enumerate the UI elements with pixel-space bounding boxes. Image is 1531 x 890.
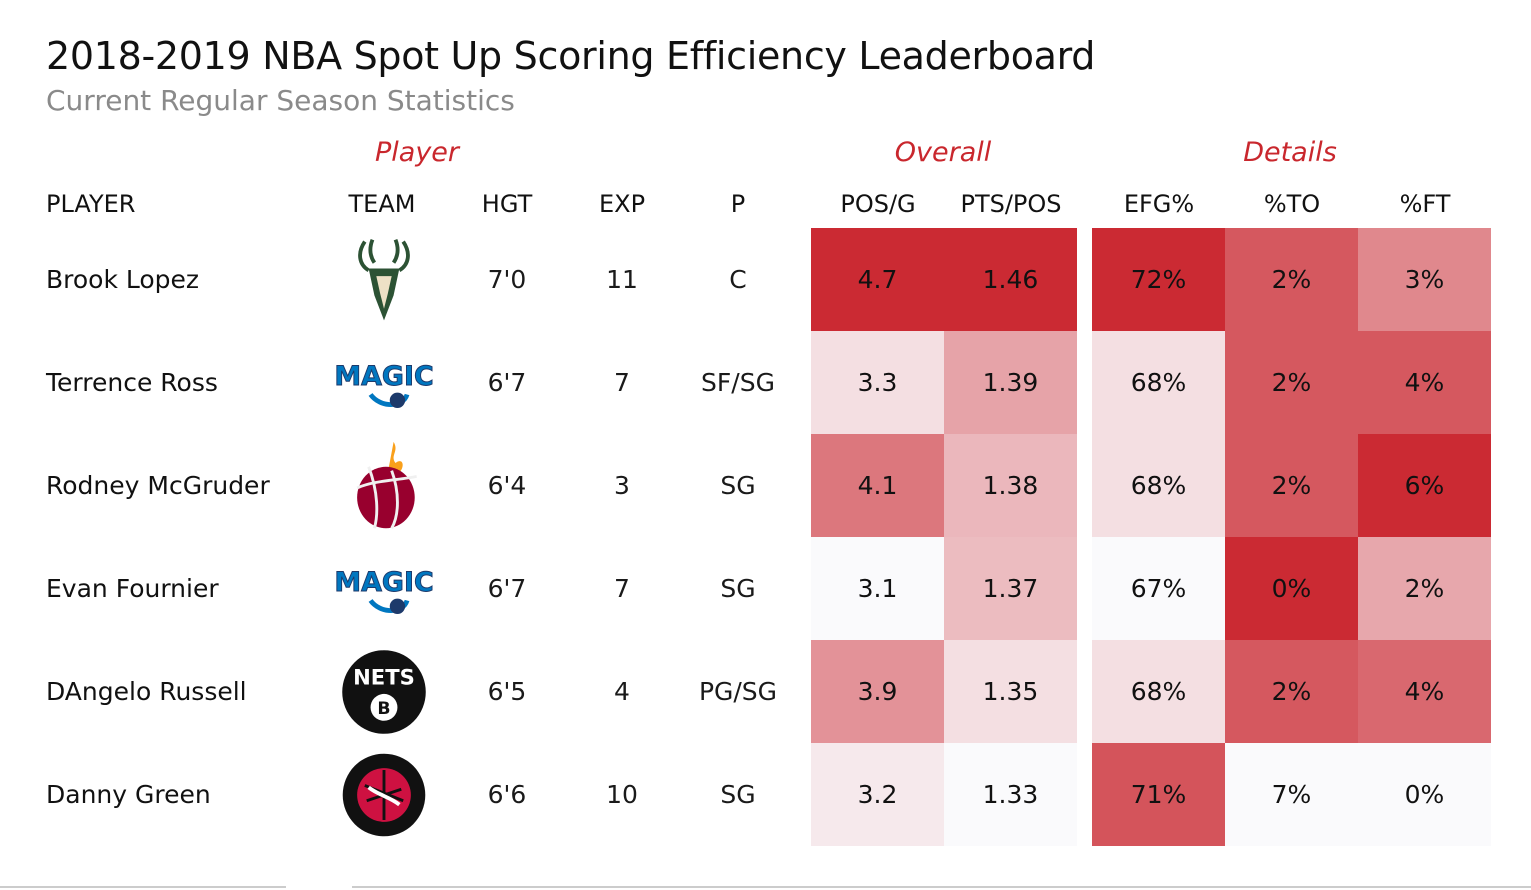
cell-ft: 3% — [1358, 228, 1491, 331]
cell-exp: 7 — [614, 368, 630, 397]
cell-pos: SF/SG — [701, 368, 775, 397]
cell-posg: 3.2 — [811, 743, 944, 846]
column-header-posg: POS/G — [840, 190, 916, 218]
cell-posg: 3.3 — [811, 331, 944, 434]
cell-ptspos: 1.33 — [944, 743, 1077, 846]
player-name: Terrence Ross — [46, 368, 218, 397]
cell-hgt: 6'5 — [487, 677, 527, 706]
column-header-player: PLAYER — [46, 190, 136, 218]
nets-logo-icon: NETS B — [334, 644, 434, 740]
cell-posg: 3.9 — [811, 640, 944, 743]
cell-hgt: 6'7 — [487, 574, 527, 603]
player-name: Rodney McGruder — [46, 471, 270, 500]
player-name: Danny Green — [46, 780, 211, 809]
group-header-overall: Overall — [894, 137, 992, 168]
column-header-ptspos: PTS/POS — [960, 190, 1062, 218]
cell-efg: 68% — [1092, 640, 1225, 743]
group-header-player: Player — [374, 137, 460, 168]
column-header-efg: EFG% — [1123, 190, 1195, 218]
player-name: DAngelo Russell — [46, 677, 247, 706]
cell-posg: 3.1 — [811, 537, 944, 640]
cell-pos: C — [729, 265, 747, 294]
cell-ptspos: 1.37 — [944, 537, 1077, 640]
cell-exp: 7 — [614, 574, 630, 603]
column-header-ft: %FT — [1399, 190, 1451, 218]
svg-text:MAGIC: MAGIC — [334, 361, 433, 392]
raptors-logo-icon — [334, 747, 434, 843]
cell-ptspos: 1.39 — [944, 331, 1077, 434]
cell-exp: 11 — [606, 265, 638, 294]
column-header-hgt: HGT — [481, 190, 533, 218]
cell-hgt: 7'0 — [487, 265, 527, 294]
player-name: Evan Fournier — [46, 574, 219, 603]
cell-ft: 4% — [1358, 331, 1491, 434]
group-header-details: Details — [1243, 137, 1337, 168]
column-header-team: TEAM — [348, 190, 416, 218]
column-header-to: %TO — [1263, 190, 1321, 218]
cell-posg: 4.1 — [811, 434, 944, 537]
cell-ptspos: 1.35 — [944, 640, 1077, 743]
cell-to: 2% — [1225, 640, 1358, 743]
svg-text:MAGIC: MAGIC — [334, 567, 433, 598]
cell-exp: 10 — [606, 780, 638, 809]
cell-ft: 4% — [1358, 640, 1491, 743]
svg-text:B: B — [377, 699, 390, 719]
bucks-logo-icon — [334, 232, 434, 328]
cell-exp: 3 — [614, 471, 630, 500]
cell-ft: 0% — [1358, 743, 1491, 846]
bottom-divider-left — [0, 886, 286, 888]
cell-efg: 68% — [1092, 331, 1225, 434]
svg-text:NETS: NETS — [353, 664, 415, 689]
cell-to: 7% — [1225, 743, 1358, 846]
chart-title: 2018-2019 NBA Spot Up Scoring Efficiency… — [46, 34, 1096, 78]
cell-to: 2% — [1225, 331, 1358, 434]
cell-pos: SG — [720, 471, 756, 500]
magic-logo-icon: MAGIC — [334, 335, 434, 431]
cell-efg: 71% — [1092, 743, 1225, 846]
cell-to: 2% — [1225, 434, 1358, 537]
cell-ft: 2% — [1358, 537, 1491, 640]
heat-logo-icon — [334, 438, 434, 534]
cell-hgt: 6'7 — [487, 368, 527, 397]
chart-subtitle: Current Regular Season Statistics — [46, 84, 515, 117]
cell-efg: 68% — [1092, 434, 1225, 537]
column-header-position: P — [730, 190, 746, 218]
column-header-exp: EXP — [598, 190, 646, 218]
cell-ptspos: 1.46 — [944, 228, 1077, 331]
cell-efg: 72% — [1092, 228, 1225, 331]
cell-to: 0% — [1225, 537, 1358, 640]
bottom-divider-right — [352, 886, 1531, 888]
cell-efg: 67% — [1092, 537, 1225, 640]
cell-hgt: 6'4 — [487, 471, 527, 500]
cell-pos: PG/SG — [698, 677, 778, 706]
cell-to: 2% — [1225, 228, 1358, 331]
cell-hgt: 6'6 — [487, 780, 527, 809]
cell-exp: 4 — [614, 677, 630, 706]
cell-pos: SG — [720, 574, 756, 603]
cell-ptspos: 1.38 — [944, 434, 1077, 537]
cell-posg: 4.7 — [811, 228, 944, 331]
cell-ft: 6% — [1358, 434, 1491, 537]
magic-logo-icon: MAGIC — [334, 541, 434, 637]
player-name: Brook Lopez — [46, 265, 200, 294]
cell-pos: SG — [720, 780, 756, 809]
